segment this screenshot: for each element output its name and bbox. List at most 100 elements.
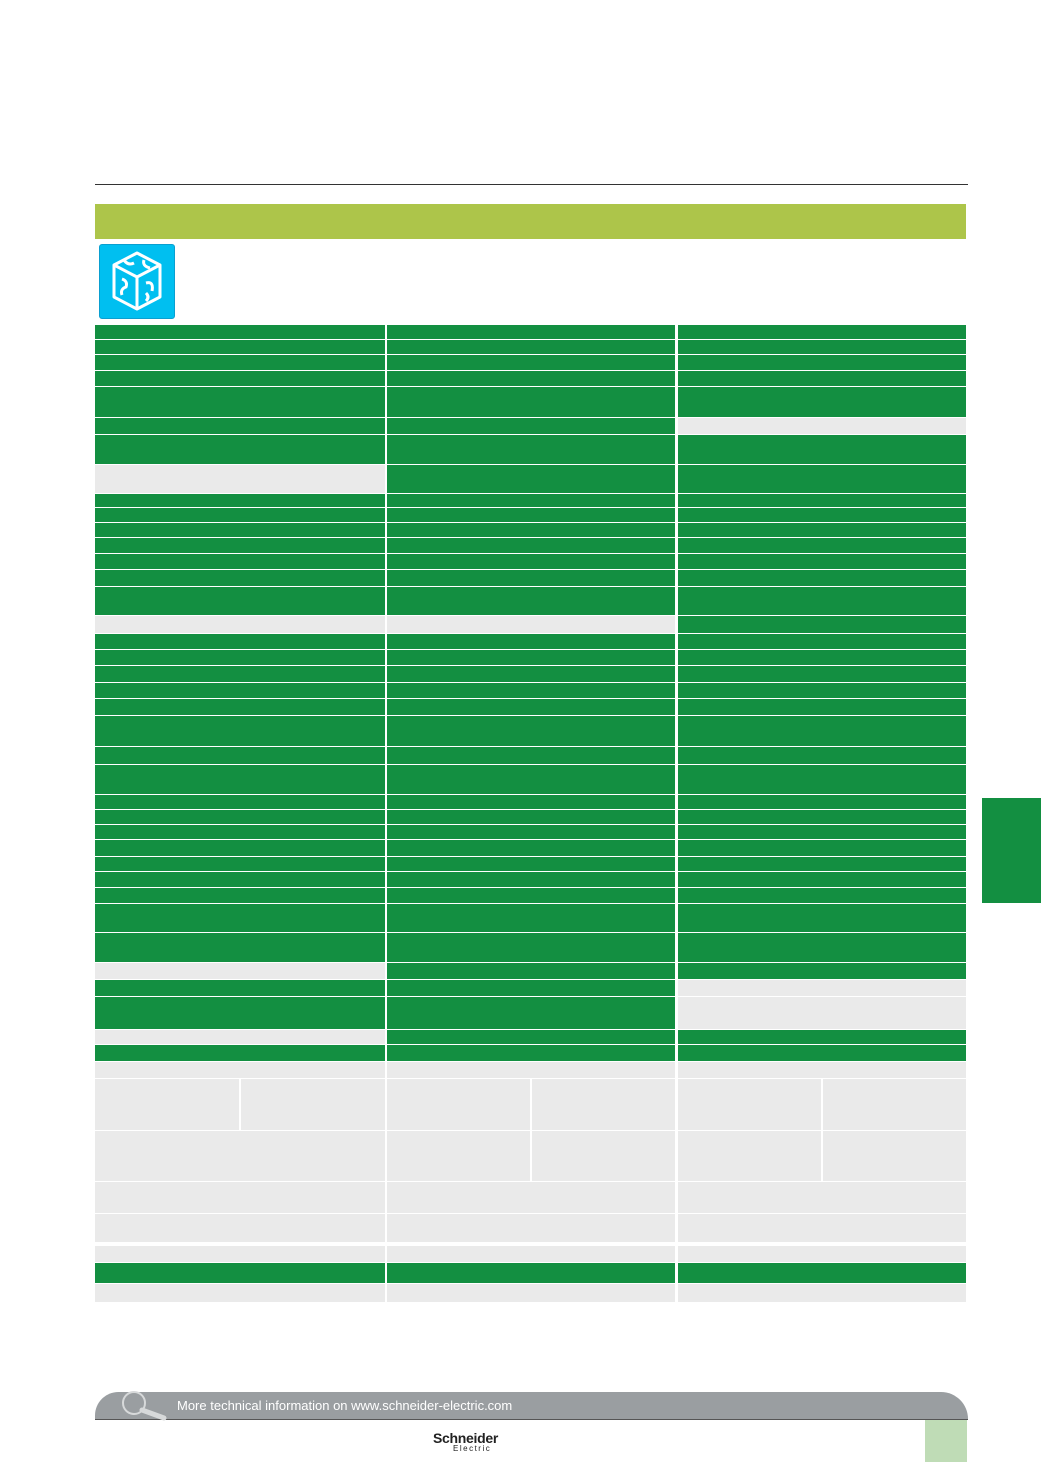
table-cell (678, 355, 966, 370)
table-cell (678, 1079, 966, 1130)
table-cell (678, 1182, 966, 1213)
table-cell (387, 325, 675, 339)
table-cell (387, 355, 675, 370)
table-cell (95, 997, 385, 1029)
table-cell (678, 1214, 966, 1242)
table-cell (387, 888, 675, 903)
table-cell (678, 387, 966, 417)
table-cell (678, 683, 966, 698)
table-cell (387, 616, 675, 633)
table-cell (387, 508, 675, 522)
table-cell (387, 699, 675, 715)
table-cell (95, 371, 385, 386)
table-cell (387, 1045, 675, 1061)
table-cell (678, 716, 966, 746)
table-cell (678, 587, 966, 615)
table-cell (95, 825, 385, 839)
table-cell (95, 747, 385, 764)
page-number-box (925, 1420, 967, 1462)
table-cell (387, 435, 675, 464)
table-cell (678, 666, 966, 682)
table-cell (95, 1214, 385, 1242)
table-cell (95, 840, 385, 856)
table-cell (387, 716, 675, 746)
table-cell (678, 650, 966, 665)
table-cell (95, 933, 385, 962)
table-cell (95, 494, 385, 507)
table-cell (95, 340, 385, 354)
table-cell (678, 340, 966, 354)
table-cell (387, 840, 675, 856)
table-cell (95, 904, 385, 932)
table-cell (387, 387, 675, 417)
table-cell (387, 570, 675, 586)
table-cell (387, 650, 675, 665)
table-cell (387, 810, 675, 824)
table-cell (95, 1079, 385, 1130)
table-cell (95, 857, 385, 871)
table-cell (678, 538, 966, 553)
table-cell (678, 494, 966, 507)
table-cell (387, 418, 675, 434)
table-cell (387, 1030, 675, 1044)
section-header-band (95, 204, 966, 239)
table-cell (95, 1284, 385, 1302)
table-cell (387, 1062, 675, 1078)
footer-rule (95, 1419, 968, 1420)
table-cell (387, 1263, 675, 1283)
table-cell (387, 340, 675, 354)
table-cell (95, 1263, 385, 1283)
cell-divider (239, 1079, 241, 1130)
table-cell (95, 650, 385, 665)
table-cell (95, 1246, 385, 1262)
table-cell (95, 716, 385, 746)
table-cell (678, 1131, 966, 1181)
table-cell (387, 1214, 675, 1242)
table-cell (387, 1079, 675, 1130)
footer-link-text[interactable]: More technical information on www.schnei… (177, 1398, 513, 1413)
table-cell (678, 699, 966, 715)
table-cell (678, 997, 966, 1029)
table-cell (387, 765, 675, 794)
table-cell (387, 587, 675, 615)
table-cell (387, 963, 675, 979)
table-cell (95, 355, 385, 370)
table-cell (678, 1263, 966, 1283)
table-cell (387, 1284, 675, 1302)
table-cell (678, 508, 966, 522)
table-cell (95, 418, 385, 434)
table-cell (678, 888, 966, 903)
table-cell (678, 904, 966, 932)
table-cell (95, 465, 385, 493)
table-cell (95, 325, 385, 339)
table-cell (95, 683, 385, 698)
table-cell (678, 857, 966, 871)
table-cell (95, 888, 385, 903)
table-cell (678, 325, 966, 339)
table-cell (678, 810, 966, 824)
table-cell (678, 554, 966, 569)
table-cell (387, 554, 675, 569)
table-cell (678, 963, 966, 979)
table-cell (95, 570, 385, 586)
top-rule (95, 184, 968, 185)
table-cell (678, 795, 966, 809)
table-cell (95, 872, 385, 887)
table-cell (387, 371, 675, 386)
table-cell (387, 683, 675, 698)
table-cell (678, 1284, 966, 1302)
table-cell (387, 634, 675, 649)
schneider-logo: Schneider (433, 1430, 498, 1446)
table-cell (95, 765, 385, 794)
table-cell (678, 1030, 966, 1044)
table-cell (95, 963, 385, 979)
table-cell (95, 666, 385, 682)
table-cell (387, 494, 675, 507)
table-cell (95, 1045, 385, 1061)
table-cell (387, 997, 675, 1029)
table-cell (95, 538, 385, 553)
table-cell (95, 1062, 385, 1078)
table-cell (95, 634, 385, 649)
table-cell (387, 1182, 675, 1213)
table-cell (678, 616, 966, 633)
